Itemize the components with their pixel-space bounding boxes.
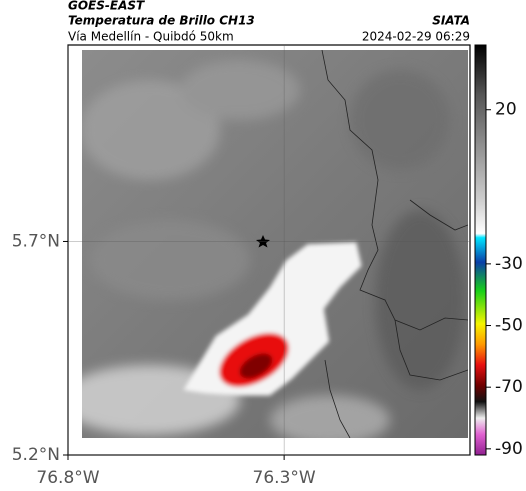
datetime: 2024-02-29 06:29	[362, 30, 470, 44]
y-tick-label: 5.2°N	[12, 445, 60, 465]
colorbar-tick-label: -50	[495, 316, 523, 336]
source: SIATA	[432, 14, 470, 28]
x-tick-label: 76.8°W	[36, 468, 99, 488]
title: GOES-EAST	[68, 0, 145, 13]
colorbar	[474, 44, 487, 456]
route: Vía Medellín - Quibdó 50km	[68, 30, 234, 44]
colorbar-tick-label: 20	[495, 100, 517, 120]
y-tick-label: 5.7°N	[12, 231, 60, 251]
x-tick-label: 76.3°W	[253, 468, 316, 488]
subtitle: Temperatura de Brillo CH13	[68, 14, 255, 28]
satellite-image	[82, 50, 468, 438]
colorbar-tick-label: -30	[495, 254, 523, 274]
colorbar-tick-label: -90	[495, 439, 523, 459]
colorbar-tick-label: -70	[495, 377, 523, 397]
